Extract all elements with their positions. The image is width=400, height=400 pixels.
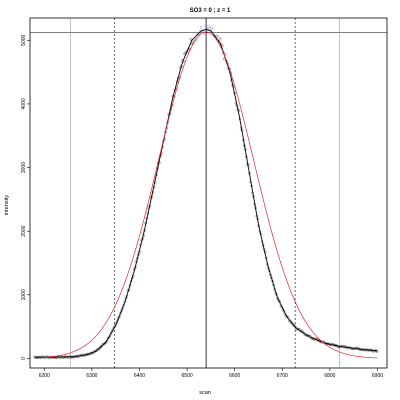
data-point xyxy=(204,24,207,28)
data-point xyxy=(209,29,212,33)
smoothed-line xyxy=(34,28,378,358)
x-tick-label: 6200 xyxy=(39,373,50,379)
reference-lines xyxy=(30,18,387,368)
y-tick-label: 2000 xyxy=(21,225,27,236)
x-axis-title: scan xyxy=(199,390,211,396)
gaussian-fit-line xyxy=(34,31,378,359)
y-axis: 0 1000 2000 3000 4000 5000 xyxy=(21,34,30,360)
y-tick-label: 5000 xyxy=(21,34,27,45)
plot-frame xyxy=(29,17,388,369)
data-point xyxy=(208,27,211,30)
y-axis-title: intensity xyxy=(4,195,10,215)
data-point xyxy=(216,35,220,38)
data-point xyxy=(215,34,219,38)
x-tick-label: 6400 xyxy=(134,373,145,379)
data-point xyxy=(189,37,193,41)
x-tick-label: 6500 xyxy=(182,373,193,379)
y-tick-label: 1000 xyxy=(21,289,27,300)
data-point xyxy=(210,26,214,29)
data-point xyxy=(56,355,60,358)
x-tick-label: 6600 xyxy=(229,373,240,379)
y-tick-label: 4000 xyxy=(21,98,27,109)
x-tick-label: 6800 xyxy=(324,373,335,379)
x-tick-label: 6300 xyxy=(86,373,97,379)
x-tick-label: 6700 xyxy=(277,373,288,379)
x-axis: 6200 6300 6400 6500 6600 6700 6800 6900 xyxy=(39,368,383,379)
data-point xyxy=(199,25,203,29)
chart-title: SO3 = 0 ; z = 1 xyxy=(190,8,231,14)
data-point xyxy=(218,37,222,40)
x-tick-label: 6900 xyxy=(372,373,383,379)
y-tick-label: 3000 xyxy=(21,162,27,173)
series-lines xyxy=(34,28,378,359)
data-point xyxy=(211,28,215,31)
data-point xyxy=(207,24,210,28)
y-tick-label: 0 xyxy=(21,357,27,360)
